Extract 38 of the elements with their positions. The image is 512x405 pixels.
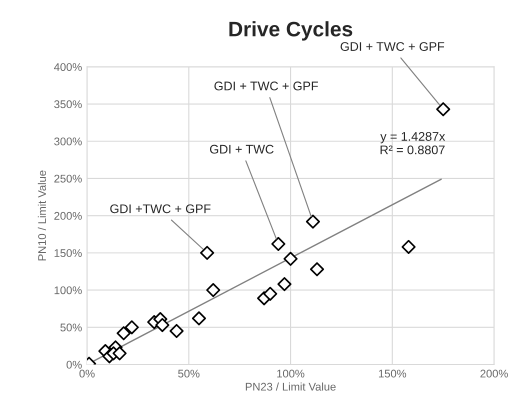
point (277, 277, 292, 292)
point (284, 252, 298, 266)
x-tick-label: 100% (277, 370, 304, 378)
point (206, 283, 220, 298)
x-tick-label: 50% (178, 370, 200, 378)
y-tick-label: 200% (54, 212, 82, 220)
annotation: GDI +TWC + GPF (110, 204, 211, 214)
point (271, 236, 286, 251)
annotation: GDI + TWC + GPF (340, 42, 444, 51)
point (116, 326, 131, 340)
point (436, 102, 450, 116)
chart-title: Drive Cycles (229, 21, 352, 41)
point (306, 214, 320, 229)
x-tick-label: 0% (79, 370, 95, 378)
point (402, 240, 416, 254)
point (310, 262, 324, 276)
y-tick-label: 150% (54, 249, 82, 258)
y-tick-label: 0% (66, 360, 82, 369)
x-tick-label: 200% (480, 370, 508, 378)
point (124, 320, 139, 334)
point (112, 346, 127, 360)
annotation: GDI + TWC (210, 144, 274, 154)
y-tick-label: 400% (54, 63, 82, 71)
point (155, 318, 170, 332)
y-tick-label: 250% (54, 174, 82, 183)
annotation: y = 1.4287x R² = 0.8807 (380, 132, 446, 154)
point (200, 246, 214, 260)
point (263, 286, 278, 301)
x-axis-title: PN23 / Limit Value (246, 382, 336, 391)
point (192, 311, 206, 326)
point (170, 324, 184, 338)
y-tick-label: 350% (54, 100, 82, 108)
annotation: GDI + TWC + GPF (214, 82, 318, 90)
x-tick-label: 150% (378, 370, 406, 378)
y-tick-label: 300% (54, 138, 82, 146)
y-axis-title: PN10 / Limit Value (38, 170, 46, 260)
y-tick-label: 100% (54, 286, 82, 294)
y-tick-label: 50% (60, 324, 82, 332)
